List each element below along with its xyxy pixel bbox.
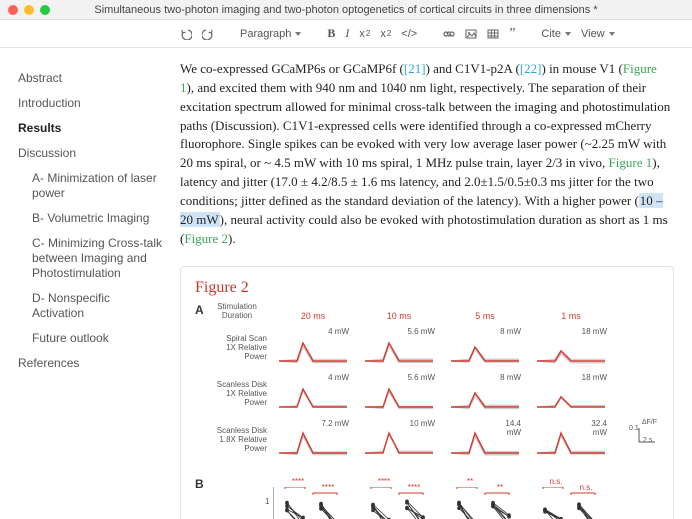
text-run: ) and C1V1-p2A (: [426, 61, 520, 76]
stimulation-label: StimulationDuration: [213, 303, 261, 321]
table-button[interactable]: [487, 28, 499, 40]
code-button[interactable]: </>: [401, 28, 417, 40]
figure-link[interactable]: Figure 1: [609, 155, 653, 170]
body-paragraph[interactable]: We co-expressed GCaMP6s or GCaMP6f ([21]…: [180, 60, 674, 248]
figure-2-panel-b: B 1 ********************n.s.n.s.: [195, 477, 659, 519]
row-label: Spiral Scan1X Relative Power: [209, 335, 267, 361]
sidebar-item-discussion-c[interactable]: C- Minimizing Cross-talk between Imaging…: [18, 231, 162, 286]
toolbar: Paragraph B I x2 x2 </> ” Cite View: [0, 20, 692, 48]
sidebar-item-discussion[interactable]: Discussion: [18, 141, 162, 166]
titlebar: Simultaneous two-photon imaging and two-…: [0, 0, 692, 20]
main-layout: Abstract Introduction Results Discussion…: [0, 48, 692, 519]
sidebar-item-references[interactable]: References: [18, 351, 162, 376]
trace-cell: [535, 423, 607, 463]
panel-b-plot: [449, 487, 521, 519]
paragraph-style-dropdown[interactable]: Paragraph: [240, 28, 301, 40]
scalebar: ΔF/F 0.1 2 s: [635, 419, 657, 450]
close-window-button[interactable]: [8, 5, 18, 15]
column-header: 20 ms: [277, 311, 349, 321]
trace-cell: [363, 423, 435, 463]
outline-sidebar: Abstract Introduction Results Discussion…: [0, 48, 170, 519]
text-run: ).: [228, 231, 236, 246]
figure-2-panel-a: A StimulationDuration 20 ms 10 ms 5 ms 1 ms…: [195, 303, 659, 473]
view-dropdown[interactable]: View: [581, 28, 615, 40]
superscript-button[interactable]: x2: [380, 28, 391, 40]
panel-b-plot: [535, 487, 607, 519]
link-button[interactable]: [443, 28, 455, 40]
image-button[interactable]: [465, 28, 477, 40]
text-run: ) in mouse V1 (: [541, 61, 622, 76]
sidebar-item-abstract[interactable]: Abstract: [18, 66, 162, 91]
trace-cell: [449, 423, 521, 463]
window-title: Simultaneous two-photon imaging and two-…: [0, 4, 692, 16]
trace-cell: [449, 331, 521, 371]
column-header: 10 ms: [363, 311, 435, 321]
subscript-button[interactable]: x2: [359, 28, 370, 40]
text-run: We co-expressed GCaMP6s or GCaMP6f (: [180, 61, 404, 76]
column-header: 5 ms: [449, 311, 521, 321]
text-run: ), neural activity could also be evoked …: [180, 212, 668, 246]
trace-cell: [449, 377, 521, 417]
citation-link[interactable]: [22]: [520, 61, 542, 76]
panel-b-plot: [363, 487, 435, 519]
traffic-lights: [0, 5, 50, 15]
trace-cell: [535, 377, 607, 417]
panel-label-a: A: [195, 303, 204, 317]
panel-b-plot: [277, 487, 349, 519]
citation-link[interactable]: [21]: [404, 61, 426, 76]
figure-2-card: Figure 2 A StimulationDuration 20 ms 10 m…: [180, 266, 674, 519]
undo-button[interactable]: [180, 28, 192, 40]
document-content[interactable]: We co-expressed GCaMP6s or GCaMP6f ([21]…: [170, 48, 692, 519]
minimize-window-button[interactable]: [24, 5, 34, 15]
row-label: Scanless Disk1.8X Relative Power: [209, 427, 267, 453]
trace-cell: [277, 331, 349, 371]
panel-label-b: B: [195, 477, 204, 491]
significance-label: n.s.: [541, 477, 571, 486]
significance-label: **: [455, 477, 485, 486]
figure-title: Figure 2: [195, 279, 659, 297]
sidebar-item-discussion-a[interactable]: A- Minimization of laser power: [18, 166, 162, 206]
trace-cell: [277, 377, 349, 417]
cite-dropdown[interactable]: Cite: [541, 28, 571, 40]
trace-cell: [363, 331, 435, 371]
row-label: Scanless Disk1X Relative Power: [209, 381, 267, 407]
significance-label: ****: [369, 477, 399, 486]
bold-button[interactable]: B: [327, 26, 335, 41]
significance-label: ****: [283, 477, 313, 486]
trace-cell: [277, 423, 349, 463]
sidebar-item-introduction[interactable]: Introduction: [18, 91, 162, 116]
trace-cell: [535, 331, 607, 371]
sidebar-item-discussion-b[interactable]: B- Volumetric Imaging: [18, 206, 162, 231]
figure-link[interactable]: Figure 2: [184, 231, 228, 246]
redo-button[interactable]: [202, 28, 214, 40]
y-tick-label: 1: [265, 497, 269, 506]
text-run: ), and excited them with 940 nm and 1040…: [180, 80, 670, 170]
sidebar-item-results[interactable]: Results: [18, 116, 162, 141]
maximize-window-button[interactable]: [40, 5, 50, 15]
sidebar-item-discussion-d[interactable]: D- Nonspecific Activation: [18, 286, 162, 326]
sidebar-item-future-outlook[interactable]: Future outlook: [18, 326, 162, 351]
italic-button[interactable]: I: [345, 26, 349, 41]
quote-button[interactable]: ”: [509, 26, 515, 42]
column-header: 1 ms: [535, 311, 607, 321]
trace-cell: [363, 377, 435, 417]
